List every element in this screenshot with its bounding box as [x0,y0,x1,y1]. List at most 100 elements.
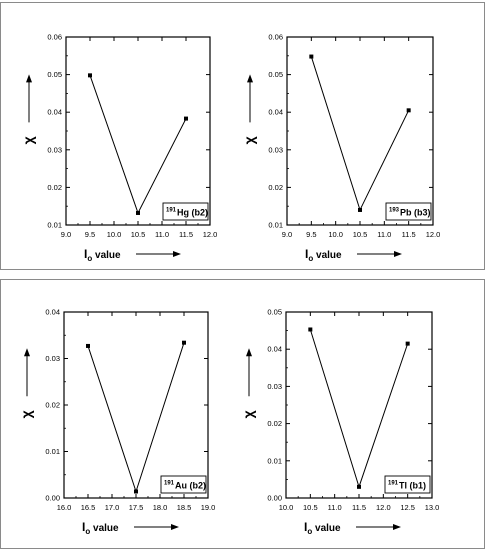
x-tick-label: 18.5 [177,503,192,512]
y-tick-label: 0.03 [45,354,60,363]
x-axis-label-main: I [305,247,308,261]
series-line [87,342,185,494]
x-axis-label-sub: o [307,527,312,536]
x-tick-label: 10.5 [303,503,318,512]
x-tick-label: 9.0 [282,230,292,239]
x-tick-label: 10.0 [279,503,294,512]
y-tick-label: 0.02 [268,183,283,192]
series-line [310,56,410,212]
nucleus-name: Tl (b1) [399,481,426,491]
y-tick-label: 0.03 [267,382,282,391]
x-axis-arrowhead [173,251,181,257]
y-tick-label: 0.03 [268,145,283,154]
nucleus-label: 191Au (b2) [164,481,206,491]
y-tick-label: 0.02 [45,401,60,410]
x-tick-label: 16.0 [57,503,72,512]
data-point [357,484,361,489]
data-point [86,343,90,348]
y-tick-label: 0.03 [47,145,62,154]
nucleus-label-box [385,202,432,221]
nucleus-name: Au (b2) [175,481,206,491]
chart-2: 9.0 9.5 10.0 10.5 11.0 11.5 12.0 0.01 0.02 0.03 0.… [241,33,440,264]
x-axis-label-rest: value [90,523,119,534]
x-tick-label: 10.0 [328,230,343,239]
x-tick-label: 16.5 [81,503,96,512]
mass-number: 191 [166,208,177,214]
y-tick-label: 0.00 [45,494,60,503]
y-tick-label: 0.05 [267,308,282,317]
x-axis-label-sub: o [87,254,92,263]
data-point [358,207,362,212]
x-tick-label: 17.5 [129,503,144,512]
x-axis-label: Io value [304,520,341,536]
figure-panel-bottom [0,279,485,549]
y-tick-label: 0.01 [45,447,60,456]
x-axis-label-main: I [82,520,85,534]
x-axis-label: Io value [84,247,121,263]
nucleus-label: 191Hg (b2) [166,208,208,218]
y-tick-label: 0.04 [45,308,60,317]
y-tick-label: 0.04 [268,108,283,117]
x-axis-label-rest: value [313,250,342,261]
y-axis-label: χ [240,410,256,418]
y-tick-label: 0.05 [47,70,62,79]
x-tick-label: 11.0 [155,230,169,239]
x-tick-label: 10.5 [131,230,146,239]
x-axis-arrowhead [393,524,401,530]
data-point [136,210,140,215]
x-tick-label: 9.5 [85,230,95,239]
y-tick-label: 0.01 [268,221,283,230]
data-point [309,54,314,59]
y-tick-label: 0.02 [47,183,62,192]
x-tick-label: 9.0 [61,230,71,239]
nucleus-label-box [162,202,209,221]
mass-number: 191 [388,481,399,487]
y-tick-label: 0.04 [267,345,282,354]
x-tick-label: 12.5 [400,503,415,512]
y-tick-label: 0.06 [268,33,283,42]
y-tick-label: 0.06 [47,33,62,42]
x-axis-label-rest: value [312,523,341,534]
nucleus-label-box [160,475,207,494]
x-tick-label: 11.5 [402,230,416,239]
plot-frame [63,311,209,499]
x-axis-label-main: I [84,247,87,261]
series-line [89,75,187,215]
y-axis-arrowhead [24,348,30,357]
nucleus-label: 193Pb (b3) [389,208,431,218]
x-tick-label: 12.0 [376,503,391,512]
data-point [134,489,138,494]
x-axis-label: Io value [82,520,119,536]
x-tick-label: 17.0 [105,503,120,512]
x-axis-label-sub: o [308,254,313,263]
x-tick-label: 11.0 [377,230,391,239]
x-axis-label-rest: value [92,250,121,261]
plot-frame [285,311,433,499]
nucleus-label: 191Tl (b1) [388,481,426,491]
y-tick-label: 0.05 [268,70,283,79]
x-tick-label: 10.0 [107,230,122,239]
data-point [184,116,188,121]
x-tick-label: 12.0 [203,230,218,239]
x-tick-label: 18.0 [153,503,168,512]
x-tick-label: 11.5 [179,230,193,239]
y-axis-arrowhead [26,74,32,83]
y-axis-arrowhead [247,74,253,83]
data-point [308,327,313,332]
chart-4: 10.0 10.5 11.0 11.5 12.0 12.5 13.0 0.00 0.01 0.02… [240,308,439,537]
plot-frame [286,36,434,226]
series-line [309,329,409,489]
y-tick-label: 0.00 [267,494,282,503]
plot-frame [65,36,211,226]
data-point [88,73,92,78]
y-axis-label: χ [241,136,257,144]
x-tick-label: 11.5 [352,503,366,512]
y-tick-label: 0.01 [267,456,282,465]
nucleus-name: Hg (b2) [177,208,208,218]
data-point [406,108,411,113]
data-point [182,340,186,345]
y-axis-label: χ [20,136,36,144]
data-point [405,341,410,346]
x-tick-label: 10.5 [353,230,368,239]
